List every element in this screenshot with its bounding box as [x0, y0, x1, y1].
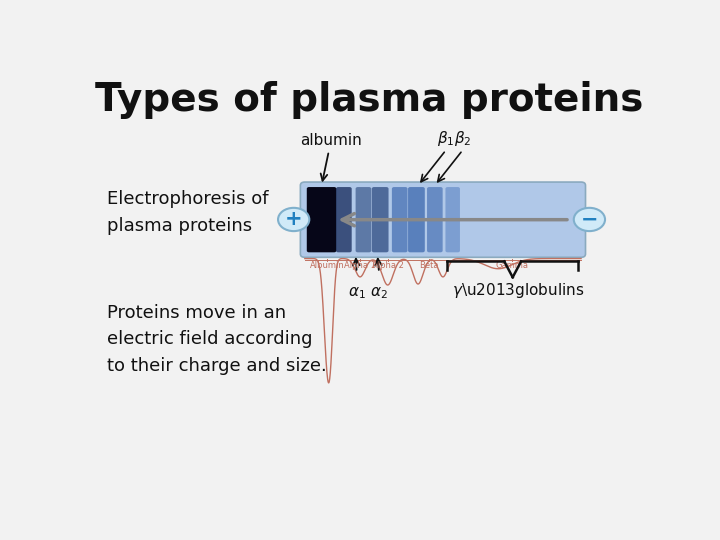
Circle shape [278, 208, 310, 231]
FancyBboxPatch shape [300, 182, 585, 258]
Text: $\beta_1$: $\beta_1$ [437, 129, 455, 148]
Text: Albumin: Albumin [310, 261, 345, 269]
FancyBboxPatch shape [356, 187, 372, 252]
Text: $\gamma$\u2013globulins: $\gamma$\u2013globulins [452, 281, 585, 300]
Text: −: − [580, 210, 598, 230]
FancyBboxPatch shape [336, 187, 351, 252]
Text: +: + [285, 210, 302, 230]
Text: $\alpha_2$: $\alpha_2$ [370, 285, 388, 301]
Text: Proteins move in an
electric field according
to their charge and size.: Proteins move in an electric field accor… [107, 304, 326, 375]
FancyBboxPatch shape [307, 187, 336, 252]
Text: Types of plasma proteins: Types of plasma proteins [95, 81, 643, 119]
FancyBboxPatch shape [427, 187, 443, 252]
Text: Electrophoresis of
plasma proteins: Electrophoresis of plasma proteins [107, 190, 269, 234]
Text: Alpha 2: Alpha 2 [372, 261, 404, 269]
FancyBboxPatch shape [446, 187, 460, 252]
FancyBboxPatch shape [392, 187, 408, 252]
Text: Alpha 1: Alpha 1 [344, 261, 376, 269]
Text: $\alpha_1$: $\alpha_1$ [348, 285, 366, 301]
FancyBboxPatch shape [408, 187, 425, 252]
Text: Beta: Beta [419, 261, 439, 269]
Circle shape [574, 208, 605, 231]
Text: $\beta_2$: $\beta_2$ [454, 129, 472, 148]
Text: Gamma: Gamma [495, 261, 528, 269]
FancyBboxPatch shape [372, 187, 389, 252]
Text: albumin: albumin [300, 133, 362, 181]
